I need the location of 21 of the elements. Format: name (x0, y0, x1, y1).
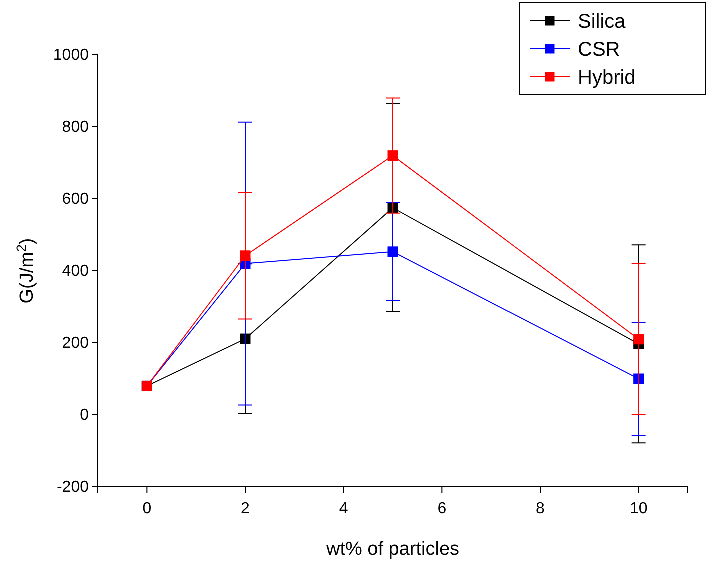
y-tick-label: 0 (80, 407, 90, 424)
x-tick-label: 6 (438, 500, 447, 518)
y-tick-label: 400 (62, 263, 90, 280)
x-tick-label: 10 (630, 500, 648, 518)
legend-label: Hybrid (578, 67, 636, 89)
y-tick-label: 600 (62, 191, 90, 208)
y-tick-label: 800 (62, 119, 90, 136)
legend-label: Silica (578, 11, 627, 33)
x-axis-title: wt% of particles (325, 539, 460, 560)
y-tick-label: 1000 (53, 47, 90, 64)
x-tick-label: 2 (241, 500, 250, 518)
point (240, 250, 251, 262)
y-tick-label: -200 (56, 479, 90, 496)
y-tick-label: 200 (62, 335, 90, 352)
x-tick-label: 4 (339, 500, 348, 518)
x-tick-label: 0 (142, 500, 152, 518)
x-tick-label: 8 (536, 500, 546, 518)
point (388, 150, 398, 162)
legend-label: CSR (578, 39, 620, 61)
point (634, 334, 644, 345)
point (388, 246, 398, 258)
